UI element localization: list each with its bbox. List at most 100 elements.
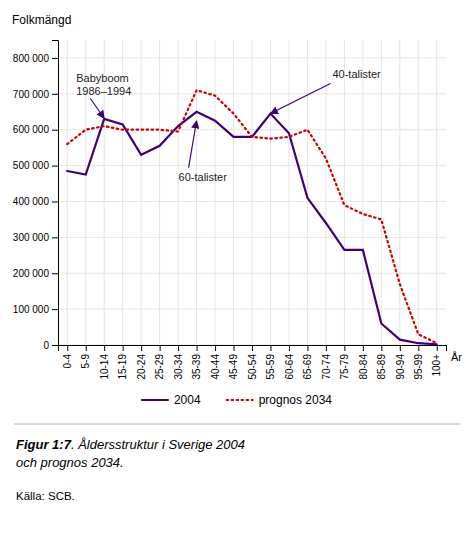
x-tick-label: 10-14 [99, 354, 110, 380]
x-tick-label: 90-94 [395, 354, 406, 380]
series-line [67, 90, 437, 343]
grid-line-x [196, 40, 197, 345]
x-tick: 65-69 [302, 345, 313, 380]
y-axis-title: Folkmängd [12, 13, 71, 27]
annotation-arrow [189, 121, 197, 168]
x-tick-label: 60-64 [284, 354, 295, 380]
x-tick: 25-29 [154, 345, 165, 380]
annotation-line: 40-talister [332, 68, 381, 80]
y-tick: 200 000 [13, 268, 58, 279]
y-tick-mark [52, 237, 58, 238]
x-tick-label: 65-69 [302, 354, 313, 380]
chart-container: 0-45-910-1415-1920-2425-2930-3435-3940-4… [0, 0, 474, 557]
y-tick-mark [52, 58, 58, 59]
x-tick-label: 100+ [431, 354, 442, 377]
y-tick-mark [52, 94, 58, 95]
x-tick-mark [252, 345, 253, 351]
y-tick-label: 200 000 [13, 268, 50, 279]
y-tick-label: 100 000 [13, 304, 50, 315]
x-tick-mark [215, 345, 216, 351]
legend-item: prognos 2034 [227, 393, 333, 407]
grid-line-x [344, 40, 345, 345]
x-tick-label: 80-84 [358, 354, 369, 380]
x-tick-mark [400, 345, 401, 351]
grid-line-x [399, 40, 400, 345]
annotation-line: 1986–1994 [76, 85, 131, 97]
x-tick-mark [197, 345, 198, 351]
caption-label: Figur 1:7 [16, 437, 71, 452]
x-tick: 15-19 [117, 345, 128, 380]
legend: 2004 prognos 2034 [142, 393, 332, 407]
grid-line-x [436, 40, 437, 345]
annotation-line: 60-talister [179, 171, 228, 183]
y-tick-label: 800 000 [13, 53, 50, 64]
x-tick-label: 50-54 [247, 354, 258, 380]
x-tick-mark [270, 345, 271, 351]
y-tick: 300 000 [13, 232, 58, 243]
x-tick-mark [381, 345, 382, 351]
x-tick: 75-79 [339, 345, 350, 380]
x-tick-label: 55-59 [265, 354, 276, 380]
annotation: 40-talister [332, 68, 381, 80]
separator [14, 424, 460, 425]
y-tick-label: 300 000 [13, 232, 50, 243]
x-tick-mark [67, 345, 68, 351]
x-tick: 90-94 [395, 345, 406, 380]
x-tick: 20-24 [136, 345, 147, 380]
y-tick: 700 000 [13, 89, 58, 100]
x-tick: 0-4 [62, 345, 73, 368]
y-tick-mark [52, 273, 58, 274]
x-tick-mark [307, 345, 308, 351]
y-axis: 0100 000200 000300 000400 000500 000600 … [13, 41, 59, 351]
x-tick-label: 35-39 [191, 354, 202, 380]
x-tick-label: 0-4 [62, 354, 73, 369]
x-tick-mark [234, 345, 235, 351]
x-tick: 70-74 [321, 345, 332, 380]
legend-swatch [227, 399, 253, 401]
grid-line-x [288, 40, 289, 345]
y-tick: 600 000 [13, 124, 58, 135]
x-tick-mark [326, 345, 327, 351]
legend-label: prognos 2034 [259, 393, 333, 407]
annotation: 60-talister [179, 171, 228, 183]
y-tick-mark [52, 166, 58, 167]
legend-item: 2004 [142, 393, 201, 407]
x-tick-label: 95-99 [413, 354, 424, 380]
x-tick-mark [141, 345, 142, 351]
grid-line-x [178, 40, 179, 345]
y-tick: 800 000 [13, 53, 58, 64]
y-tick-label: 0 [43, 340, 49, 351]
x-tick-mark [289, 345, 290, 351]
x-tick-mark [104, 345, 105, 351]
x-tick-mark [160, 345, 161, 351]
x-tick: 45-49 [228, 345, 239, 380]
x-tick-label: 5-9 [80, 354, 91, 369]
grid-line-x [418, 40, 419, 345]
grid-line-x [67, 40, 68, 345]
x-tick-label: 70-74 [321, 354, 332, 380]
x-tick-label: 30-34 [173, 354, 184, 380]
x-axis-line [59, 346, 447, 352]
x-tick-label: 15-19 [117, 354, 128, 380]
x-tick: 85-89 [376, 345, 387, 380]
y-tick-mark [52, 201, 58, 202]
series-line [67, 112, 437, 345]
grid [58, 40, 446, 345]
grid-line-x [307, 40, 308, 345]
legend-label: 2004 [174, 393, 201, 407]
y-tick-label: 600 000 [13, 124, 50, 135]
annotation: Babyboom1986–1994 [76, 72, 131, 97]
y-tick-label: 700 000 [13, 89, 50, 100]
grid-line-x [252, 40, 253, 345]
x-tick: 55-59 [265, 345, 276, 380]
x-tick: 50-54 [247, 345, 258, 380]
y-tick-mark [52, 130, 58, 131]
x-tick: 5-9 [80, 345, 91, 368]
grid-line-x [159, 40, 160, 345]
grid-line-x [270, 40, 271, 345]
x-axis-title: År [451, 351, 462, 363]
legend-swatch [142, 399, 168, 401]
x-tick: 30-34 [173, 345, 184, 380]
x-tick-mark [363, 345, 364, 351]
chart-svg: 0-45-910-1415-1920-2425-2930-3435-3940-4… [0, 0, 474, 557]
